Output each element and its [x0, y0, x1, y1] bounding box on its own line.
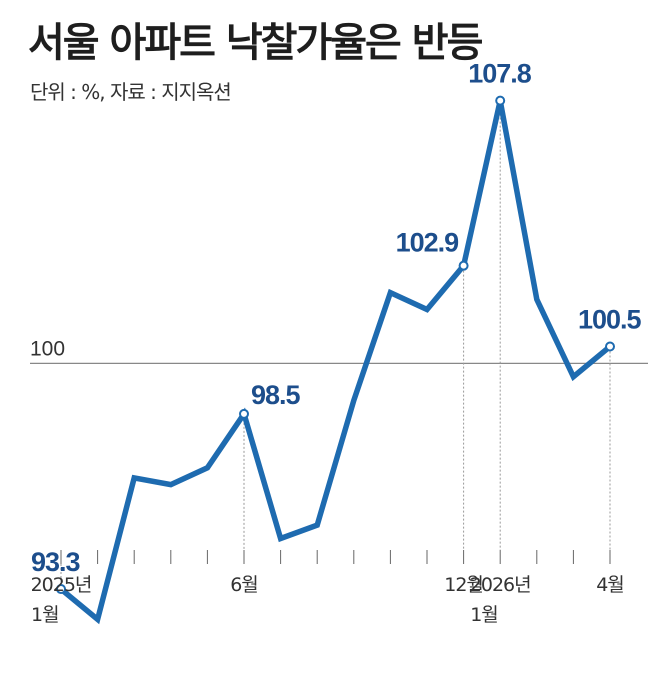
x-tick-label: 4월 — [596, 574, 624, 596]
data-point — [605, 341, 615, 352]
x-tick-label: 1월 — [470, 604, 498, 626]
data-label: 100.5 — [578, 305, 642, 335]
data-label: 98.5 — [251, 380, 301, 410]
reference-label: 100 — [30, 337, 65, 360]
data-label: 93.3 — [31, 547, 81, 577]
x-tick-label: 6월 — [230, 574, 258, 596]
series-line — [59, 100, 612, 625]
data-label: 102.9 — [396, 228, 460, 258]
data-point — [56, 584, 66, 595]
chart-title: 서울 아파트 낙찰가율은 반등 — [28, 20, 483, 66]
x-tick-label: 2026년 — [470, 574, 531, 596]
data-point — [239, 408, 249, 419]
x-tick-label: 12월 — [444, 574, 483, 596]
data-label: 107.8 — [468, 59, 532, 89]
data-point — [495, 95, 506, 106]
x-tick-label: 2025년 — [31, 574, 92, 596]
chart-subtitle: 단위 : %, 자료 : 지지옥션 — [30, 80, 232, 104]
x-tick-label: 1월 — [31, 604, 59, 626]
data-point — [458, 260, 469, 271]
